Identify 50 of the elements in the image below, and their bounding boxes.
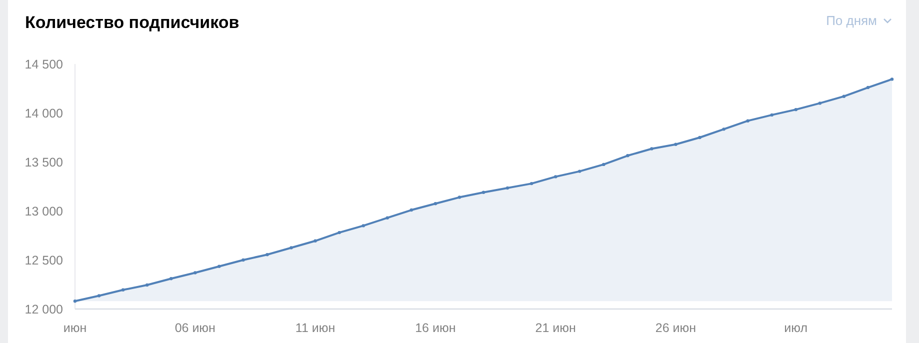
point (218, 264, 221, 268)
y-tick-label: 13 000 (24, 204, 64, 218)
x-tick-label: 16 июн (415, 321, 456, 335)
point (170, 277, 173, 280)
point (314, 239, 317, 242)
point (842, 94, 846, 98)
y-tick-label: 14 500 (24, 57, 64, 72)
x-tick-label: июл (784, 321, 808, 335)
point (506, 186, 510, 190)
point (145, 283, 149, 287)
point (482, 190, 486, 194)
chart-title: Количество подписчиков (25, 13, 240, 32)
point (890, 78, 894, 81)
point (674, 142, 678, 146)
point (242, 258, 245, 262)
point (794, 108, 798, 112)
point (722, 128, 726, 131)
point (194, 271, 197, 274)
y-tick-label: 12 500 (24, 253, 64, 268)
y-tick-label: 13 500 (24, 155, 64, 170)
point (578, 170, 582, 173)
point (866, 86, 870, 90)
point (698, 136, 702, 140)
point (626, 154, 630, 158)
point (410, 208, 414, 212)
point (458, 196, 462, 199)
x-tick-label: 26 июн (655, 321, 696, 335)
point (362, 224, 365, 228)
point (434, 202, 438, 206)
point (530, 182, 534, 186)
x-tick-label: 11 июн (295, 321, 336, 335)
point (770, 113, 774, 117)
point (266, 253, 269, 256)
point (386, 216, 389, 220)
point (554, 175, 558, 178)
point (73, 300, 77, 303)
point (338, 230, 341, 234)
text: По дням (826, 13, 878, 28)
x-tick-label: 21 июн (535, 321, 576, 335)
point (650, 147, 654, 150)
x-tick-label: 06 июн (174, 321, 216, 335)
y-tick-label: 12 000 (24, 302, 64, 316)
point (121, 288, 125, 292)
point (746, 119, 750, 122)
y-tick-label: 14 000 (24, 106, 64, 120)
point (290, 246, 293, 250)
point (602, 162, 606, 166)
point (818, 102, 822, 105)
point (97, 294, 101, 298)
x-tick-label: июн (63, 321, 87, 335)
